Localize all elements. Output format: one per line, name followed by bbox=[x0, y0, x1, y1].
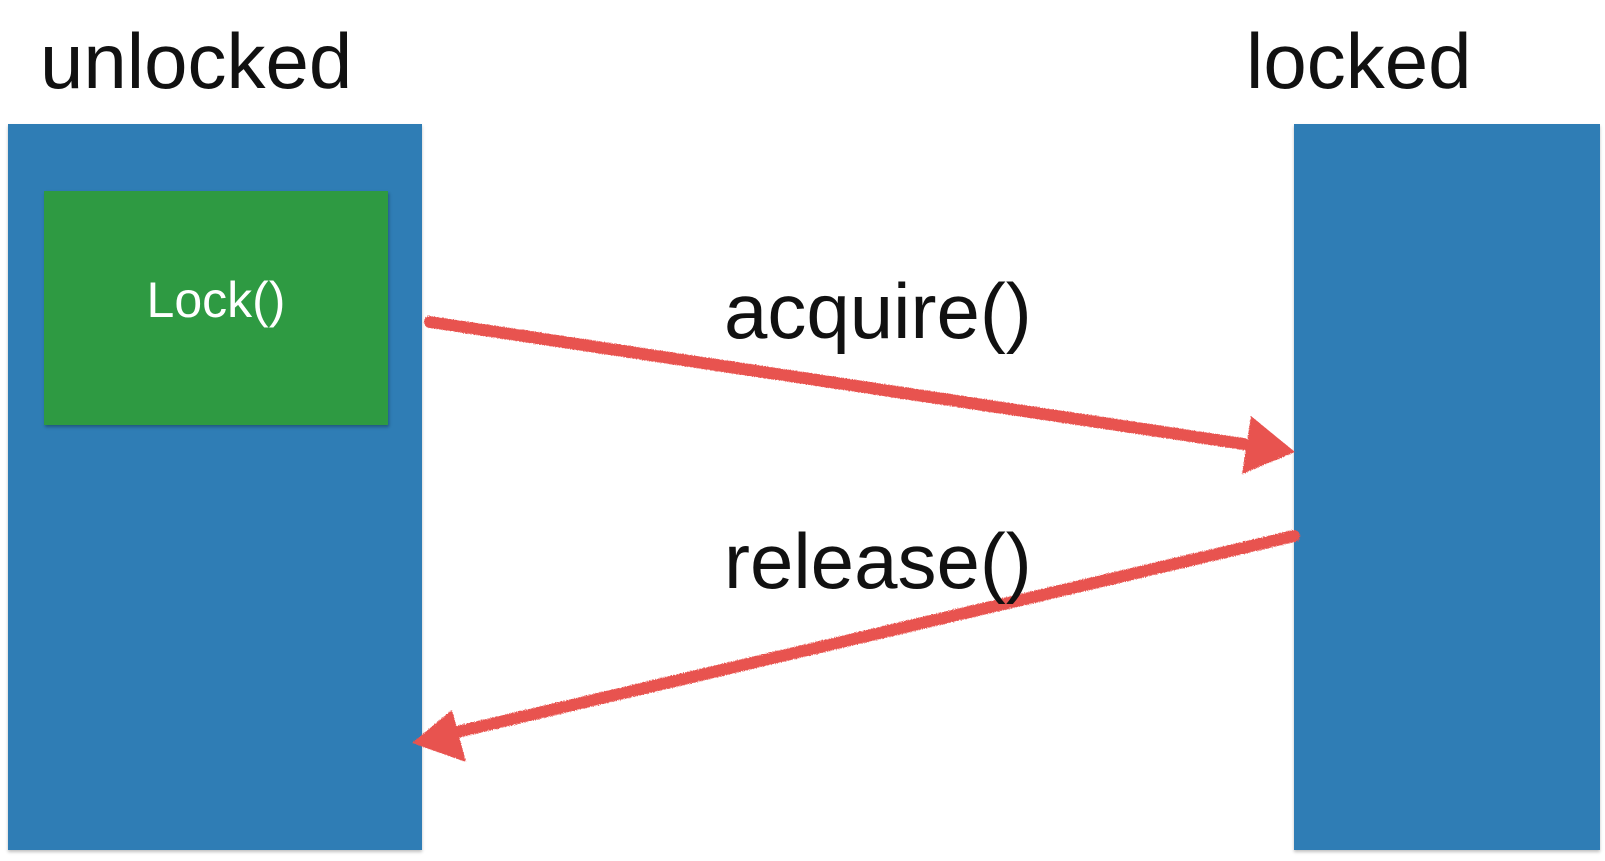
release-arrowhead bbox=[412, 710, 466, 762]
acquire-arrowhead bbox=[1242, 416, 1295, 474]
lock-object-label: Lock() bbox=[146, 272, 286, 328]
acquire-arrow-line bbox=[424, 316, 1276, 454]
acquire-transition-label: acquire() bbox=[724, 267, 1032, 355]
locked-state-column bbox=[1294, 124, 1600, 850]
release-transition-label: release() bbox=[724, 517, 1032, 605]
release-arrow bbox=[412, 530, 1300, 762]
release-arrow-line bbox=[434, 530, 1300, 742]
locked-state-label: locked bbox=[1246, 17, 1472, 105]
unlocked-state-label: unlocked bbox=[40, 17, 353, 105]
acquire-arrow bbox=[424, 316, 1295, 474]
lock-object-box: Lock() bbox=[44, 191, 388, 425]
